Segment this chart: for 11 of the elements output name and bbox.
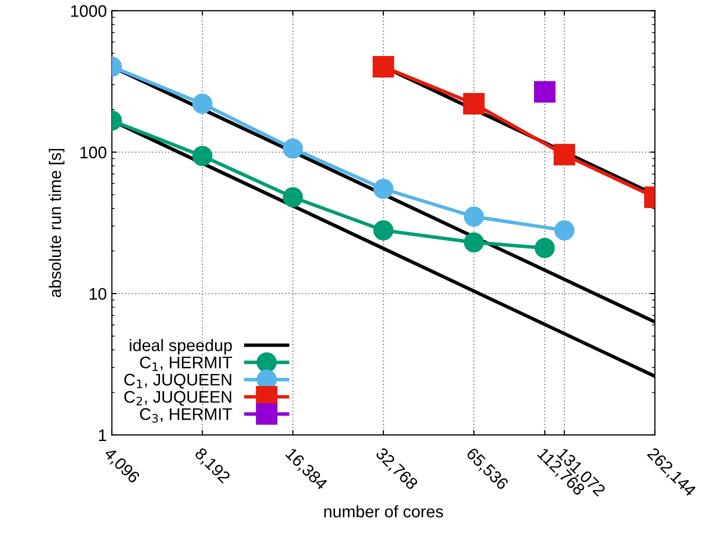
x-axis-title: number of cores [324, 505, 443, 518]
legend-label: C$_{2}$, JUQUEEN [124, 390, 232, 406]
legend-label: C$_{1}$, HERMIT [140, 356, 232, 371]
y-tick-label: 100 [80, 146, 106, 158]
legend-label: C$_{3}$, HERMIT [140, 408, 232, 423]
y-tick-label: 1000 [71, 5, 106, 17]
y-axis-title: absolute run time [s] [48, 149, 64, 298]
legend-label: ideal speedup [130, 338, 232, 354]
y-tick-label: 10 [90, 288, 106, 300]
legend-label: C$_{1}$, JUQUEEN [124, 374, 232, 389]
y-tick-label: 1 [99, 430, 106, 442]
